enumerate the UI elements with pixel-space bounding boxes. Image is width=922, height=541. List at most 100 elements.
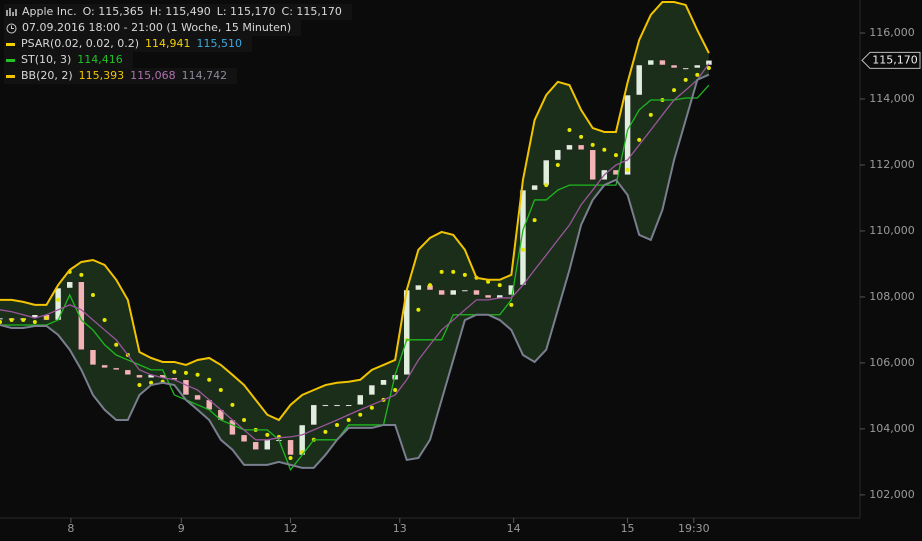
candle (357, 394, 364, 406)
last-price-tag (861, 51, 921, 69)
chart-title: Apple Inc. (22, 5, 77, 18)
psar-dot (44, 316, 49, 321)
psar-dot (555, 162, 560, 167)
psar-dot (21, 318, 26, 323)
x-tick-label: 9 (178, 522, 185, 535)
indicator-line (0, 63, 710, 441)
psar-dot (9, 318, 14, 323)
candle (647, 59, 655, 66)
psar-dot (520, 247, 525, 252)
psar-dot (369, 405, 374, 410)
subtitle-row: 07.09.2016 18:00 - 21:00 (1 Woche, 15 Mi… (4, 20, 302, 36)
psar-dot (288, 455, 293, 460)
psar-dot (242, 418, 247, 423)
candle (240, 434, 248, 443)
candle (542, 159, 550, 186)
legend-reading: 115,510 (196, 37, 243, 50)
psar-dot (172, 369, 177, 374)
legend-name: ST(10, 3) (21, 53, 72, 66)
indicator-line (0, 0, 710, 422)
psar-dot (183, 370, 188, 375)
candle (531, 184, 538, 191)
candle (461, 289, 469, 292)
candle (287, 439, 294, 456)
psar-dot (195, 372, 200, 377)
psar-dot (207, 377, 212, 382)
psar-dot (265, 432, 270, 437)
y-tick-label: 110,000 (869, 224, 915, 237)
candle (136, 374, 143, 379)
legend-name: BB(20, 2) (21, 69, 73, 82)
candle (694, 64, 701, 69)
psar-dot (532, 218, 537, 223)
legend-row: PSAR(0.02, 0.02, 0.2) 114,941 115,510 (4, 36, 253, 52)
candle (78, 281, 85, 350)
candle (322, 404, 329, 407)
psar-dot (602, 147, 607, 152)
psar-dot (346, 418, 351, 423)
candle (670, 64, 678, 69)
legend-reading: 115,068 (130, 69, 176, 82)
clock-icon (6, 23, 17, 33)
psar-dot (149, 380, 154, 385)
psar-dot (706, 65, 711, 70)
candle (252, 441, 259, 450)
candle (508, 284, 515, 296)
candle (124, 369, 132, 376)
quote-high: H: 115,490 (149, 5, 211, 18)
candle (624, 94, 631, 176)
indicator-line (0, 73, 710, 469)
psar-dot (590, 142, 595, 147)
psar-dot (114, 342, 119, 347)
x-tick-label: 14 (507, 522, 521, 535)
psar-dot (579, 134, 584, 139)
psar-dot (137, 383, 142, 388)
x-tick-label: 15 (621, 522, 635, 535)
last-price-label: 115,170 (872, 53, 918, 66)
legend-reading: 114,941 (145, 37, 191, 50)
psar-dot (428, 283, 432, 288)
title-row: Apple Inc. O: 115,365 H: 115,490 L: 115,… (4, 4, 352, 20)
psar-dot (695, 72, 700, 77)
x-tick-label: 8 (67, 522, 74, 535)
legend-reading: 114,742 (181, 69, 228, 82)
psar-dot (672, 88, 677, 93)
psar-dot (0, 320, 2, 325)
quote-close: C: 115,170 (281, 5, 342, 18)
candle (635, 64, 643, 96)
candle (101, 364, 108, 369)
psar-dot (637, 137, 642, 142)
y-tick-label: 116,000 (869, 26, 915, 39)
psar-dot (323, 429, 328, 434)
y-tick-label: 102,000 (869, 488, 915, 501)
y-tick-label: 114,000 (869, 92, 915, 105)
indicator-line (0, 84, 710, 472)
subtitle: 07.09.2016 18:00 - 21:00 (1 Woche, 15 Mi… (22, 21, 292, 34)
candle (659, 59, 666, 66)
psar-dot (683, 77, 688, 82)
psar-dot (32, 320, 37, 325)
psar-dot (648, 112, 653, 117)
candle (554, 149, 562, 161)
candle (589, 149, 596, 181)
x-tick-label: 12 (284, 522, 298, 535)
psar-dot (613, 153, 618, 158)
legend-name: PSAR(0.02, 0.02, 0.2) (21, 37, 140, 50)
psar-dot (439, 269, 444, 274)
psar-dot (625, 167, 630, 172)
psar-dot (393, 387, 398, 392)
candle (705, 60, 713, 66)
candle (484, 294, 492, 299)
legend-swatch (6, 74, 15, 78)
candle (449, 289, 457, 296)
band-fill (0, 1, 709, 468)
psar-dot (358, 412, 363, 417)
legend-row: BB(20, 2) 115,393 115,068 114,742 (4, 68, 238, 84)
y-tick-label: 104,000 (869, 422, 915, 435)
chart-icon (6, 8, 17, 16)
candle (310, 404, 318, 426)
candle (89, 349, 97, 366)
psar-dot (218, 387, 223, 392)
